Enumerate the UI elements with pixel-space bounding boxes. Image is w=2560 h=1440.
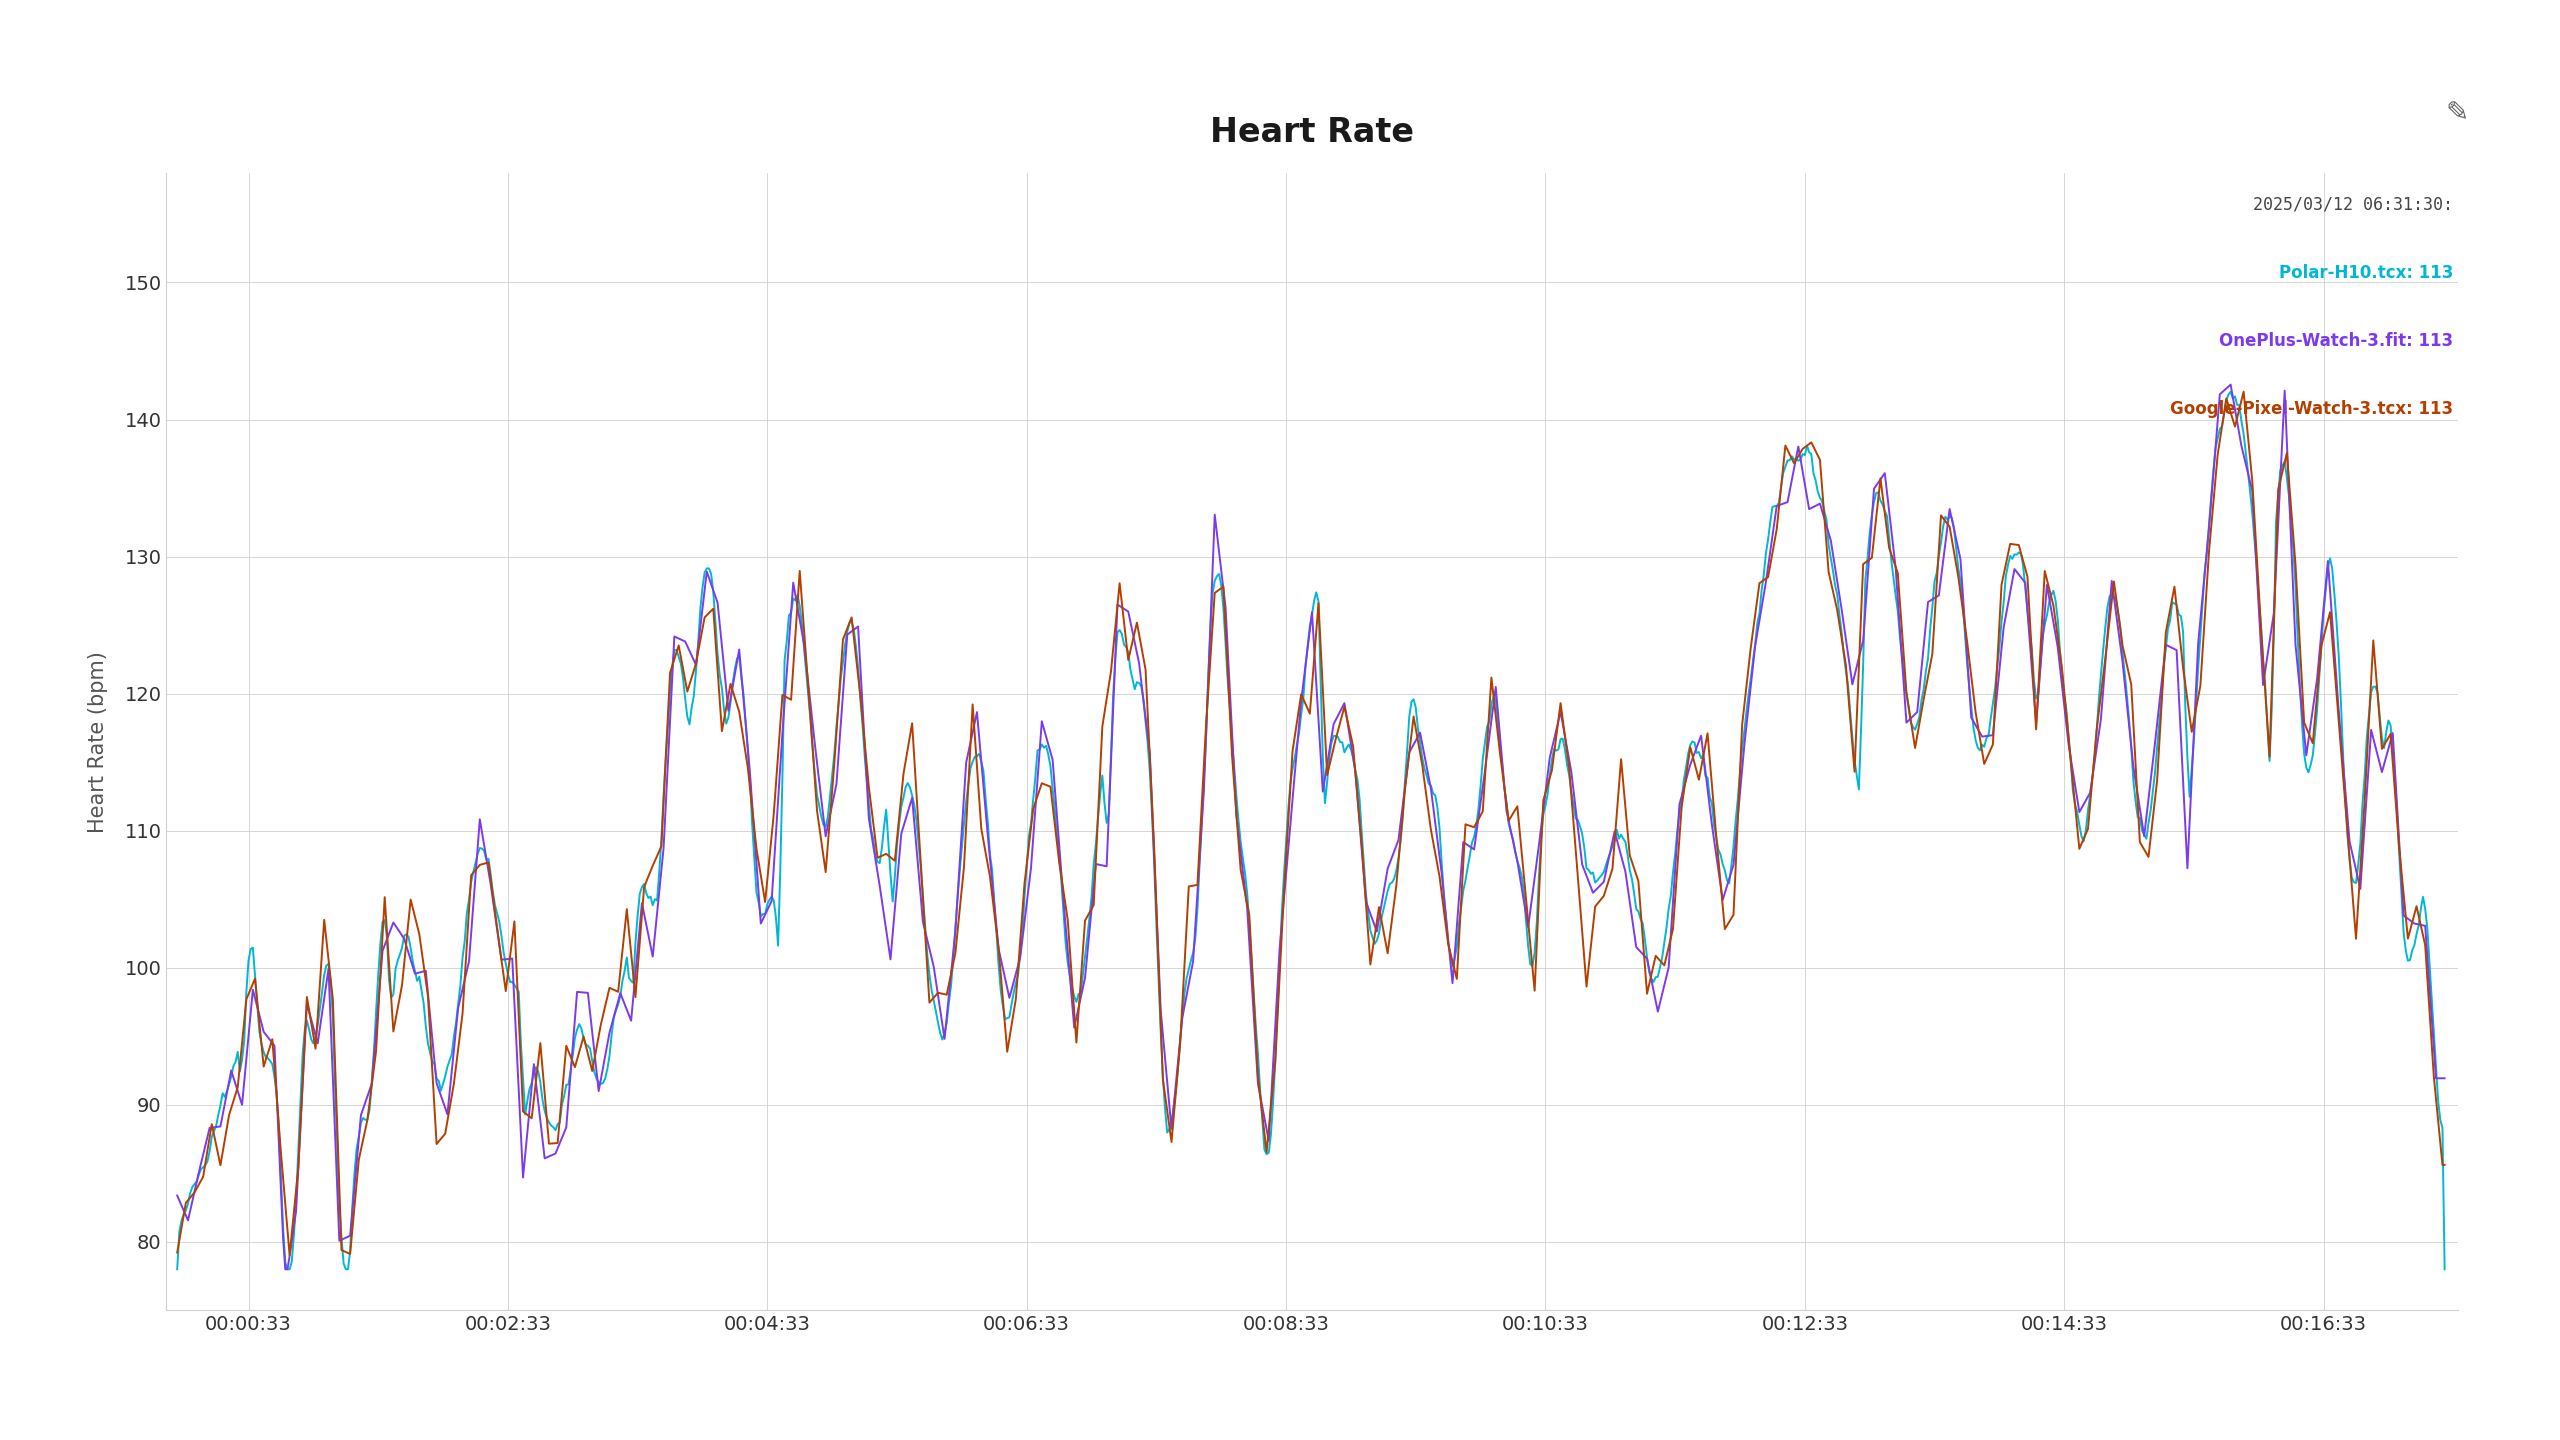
OnePlus-Watch-3.fit <box>2153 638 2184 655</box>
Polar-H10.tcx <box>2214 383 2245 400</box>
Google-Pixel-Watch-3.tcx <box>2429 1156 2460 1174</box>
OnePlus-Watch-3.fit <box>269 1260 300 1277</box>
OnePlus-Watch-3.fit <box>161 1187 192 1204</box>
OnePlus-Watch-3.fit <box>1590 863 1620 880</box>
Google-Pixel-Watch-3.tcx <box>274 1247 305 1264</box>
Polar-H10.tcx <box>2017 639 2048 657</box>
Polar-H10.tcx <box>1700 816 1731 834</box>
Line: Google-Pixel-Watch-3.tcx: Google-Pixel-Watch-3.tcx <box>177 392 2445 1256</box>
Google-Pixel-Watch-3.tcx <box>573 1045 604 1063</box>
Line: Polar-H10.tcx: Polar-H10.tcx <box>177 392 2445 1269</box>
Text: ✎: ✎ <box>2445 99 2468 127</box>
Google-Pixel-Watch-3.tcx <box>1590 880 1620 897</box>
Polar-H10.tcx <box>2150 639 2181 657</box>
OnePlus-Watch-3.fit <box>2020 687 2051 704</box>
Text: Google-Pixel-Watch-3.tcx: 113: Google-Pixel-Watch-3.tcx: 113 <box>2171 400 2452 418</box>
Polar-H10.tcx <box>161 1260 192 1277</box>
Line: OnePlus-Watch-3.fit: OnePlus-Watch-3.fit <box>177 384 2445 1269</box>
OnePlus-Watch-3.fit <box>1700 847 1731 864</box>
Title: Heart Rate: Heart Rate <box>1211 117 1413 150</box>
Google-Pixel-Watch-3.tcx <box>2020 683 2051 700</box>
Polar-H10.tcx <box>1587 864 1618 881</box>
OnePlus-Watch-3.fit <box>573 984 604 1001</box>
Text: 2025/03/12 06:31:30:: 2025/03/12 06:31:30: <box>2253 196 2452 213</box>
Text: Polar-H10.tcx: 113: Polar-H10.tcx: 113 <box>2278 264 2452 282</box>
Polar-H10.tcx <box>571 1035 602 1053</box>
Polar-H10.tcx <box>438 1028 468 1045</box>
Google-Pixel-Watch-3.tcx <box>1700 827 1731 844</box>
Y-axis label: Heart Rate (bpm): Heart Rate (bpm) <box>87 651 108 832</box>
Polar-H10.tcx <box>2429 1260 2460 1277</box>
Google-Pixel-Watch-3.tcx <box>2227 383 2258 400</box>
Text: OnePlus-Watch-3.fit: 113: OnePlus-Watch-3.fit: 113 <box>2220 333 2452 350</box>
Google-Pixel-Watch-3.tcx <box>2153 612 2184 629</box>
OnePlus-Watch-3.fit <box>440 1021 471 1038</box>
Google-Pixel-Watch-3.tcx <box>440 1057 471 1074</box>
OnePlus-Watch-3.fit <box>2214 376 2245 393</box>
OnePlus-Watch-3.fit <box>2429 1070 2460 1087</box>
Google-Pixel-Watch-3.tcx <box>161 1244 192 1261</box>
